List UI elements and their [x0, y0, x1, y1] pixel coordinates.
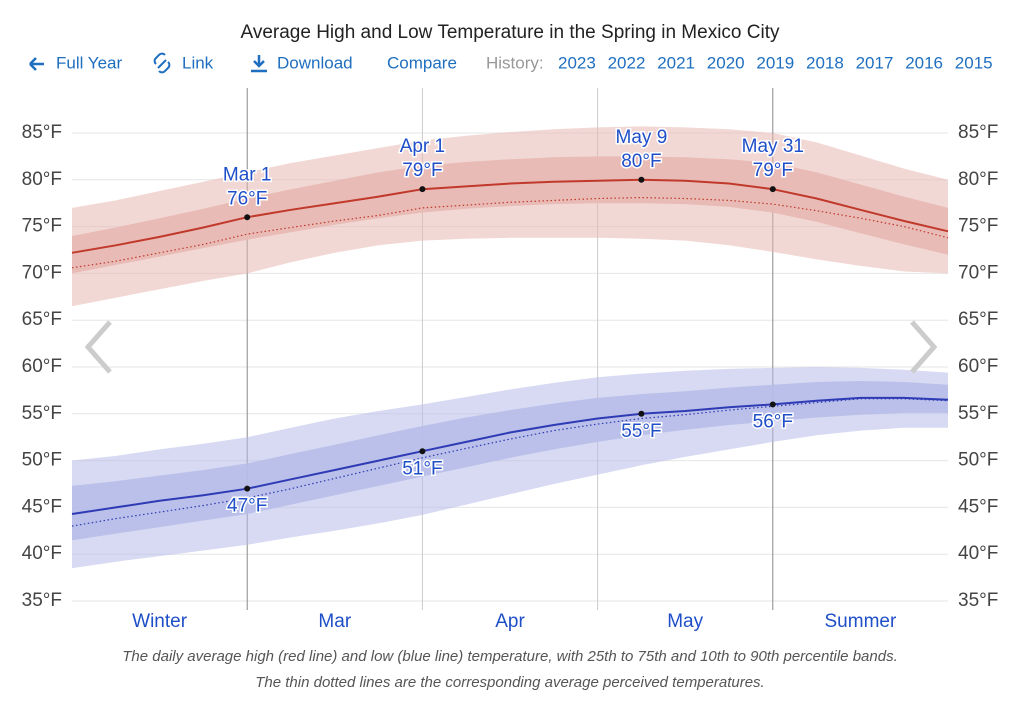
year-link[interactable]: 2021 — [657, 53, 695, 72]
point — [638, 410, 645, 417]
caption: The daily average high (red line) and lo… — [122, 648, 897, 665]
y-tick-label: 65°F — [22, 309, 62, 330]
x-region-label: Winter — [132, 611, 188, 632]
y-tick-label: 85°F — [22, 122, 62, 143]
year-link[interactable]: 2016 — [905, 53, 943, 72]
y-tick-label: 40°F — [958, 543, 998, 564]
point — [244, 214, 251, 221]
value-label: 80°F — [621, 151, 661, 172]
average-line — [71, 178, 949, 254]
y-tick-label: 40°F — [22, 543, 62, 564]
y-tick-label: 85°F — [958, 122, 998, 143]
point — [244, 485, 251, 492]
y-tick-label: 75°F — [22, 216, 62, 237]
caption: The thin dotted lines are the correspond… — [255, 674, 764, 691]
value-label: 51°F — [402, 458, 442, 479]
perceived-line — [71, 196, 949, 269]
value-label: 79°F — [402, 160, 442, 181]
plot-area: 35°F 35°F 40°F 40°F 45°F 45°F 50°F 50°F 55°F 55°F… — [22, 88, 998, 632]
x-region-label: May — [667, 611, 703, 632]
x-region-label: Summer — [825, 611, 897, 632]
prev-arrow[interactable] — [84, 320, 112, 374]
year-link[interactable]: 2017 — [856, 53, 894, 72]
x-region-label: Mar — [318, 611, 351, 632]
nav-bar: Full Year Link Download Compare History:… — [29, 52, 993, 74]
y-tick-label: 50°F — [958, 450, 998, 471]
date-label: Apr 1 — [400, 136, 445, 157]
date-label: Mar 1 — [223, 164, 272, 185]
x-region-label: Apr — [495, 611, 525, 632]
y-tick-label: 80°F — [22, 169, 62, 190]
y-tick-label: 70°F — [22, 262, 62, 283]
y-tick-label: 35°F — [958, 590, 998, 611]
band-25-75 — [72, 381, 948, 541]
nav-link[interactable]: Link — [182, 53, 214, 72]
y-tick-label: 45°F — [958, 496, 998, 517]
point — [769, 401, 776, 408]
download-icon — [251, 55, 267, 73]
y-tick-label: 80°F — [958, 169, 998, 190]
year-link[interactable]: 2020 — [707, 53, 745, 72]
y-tick-label: 50°F — [22, 450, 62, 471]
y-tick-label: 55°F — [958, 403, 998, 424]
average-line — [71, 396, 949, 515]
point — [419, 186, 426, 193]
year-link[interactable]: 2019 — [756, 53, 794, 72]
point — [638, 176, 645, 183]
date-label: May 31 — [742, 136, 804, 157]
y-tick-label: 35°F — [22, 590, 62, 611]
year-link[interactable]: 2023 — [558, 53, 596, 72]
next-arrow[interactable] — [910, 320, 938, 374]
nav-link[interactable]: Compare — [387, 53, 457, 72]
point — [769, 186, 776, 193]
y-tick-label: 60°F — [958, 356, 998, 377]
year-link[interactable]: 2018 — [806, 53, 844, 72]
y-tick-label: 65°F — [958, 309, 998, 330]
back-icon — [29, 57, 44, 71]
y-tick-label: 75°F — [958, 216, 998, 237]
value-label: 76°F — [227, 188, 267, 209]
perceived-line — [71, 398, 949, 527]
chart-title: Average High and Low Temperature in the … — [241, 22, 780, 43]
y-tick-label: 60°F — [22, 356, 62, 377]
value-label: 56°F — [753, 411, 793, 432]
value-label: 55°F — [621, 421, 661, 442]
band-25-75 — [72, 156, 948, 274]
nav-link[interactable]: Download — [277, 53, 353, 72]
year-link[interactable]: 2015 — [955, 53, 993, 72]
y-tick-label: 55°F — [22, 403, 62, 424]
date-label: May 9 — [616, 127, 668, 148]
nav-link[interactable]: Full Year — [56, 53, 122, 72]
value-label: 79°F — [753, 160, 793, 181]
link-icon — [153, 52, 171, 74]
year-link[interactable]: 2022 — [608, 53, 646, 72]
y-tick-label: 45°F — [22, 496, 62, 517]
value-label: 47°F — [227, 496, 267, 517]
year-list: 2023 2022 2021 2020 2019 2018 2017 2016 2015 — [558, 53, 993, 72]
history-label: History: — [486, 53, 544, 72]
point — [419, 448, 426, 455]
y-tick-label: 70°F — [958, 262, 998, 283]
